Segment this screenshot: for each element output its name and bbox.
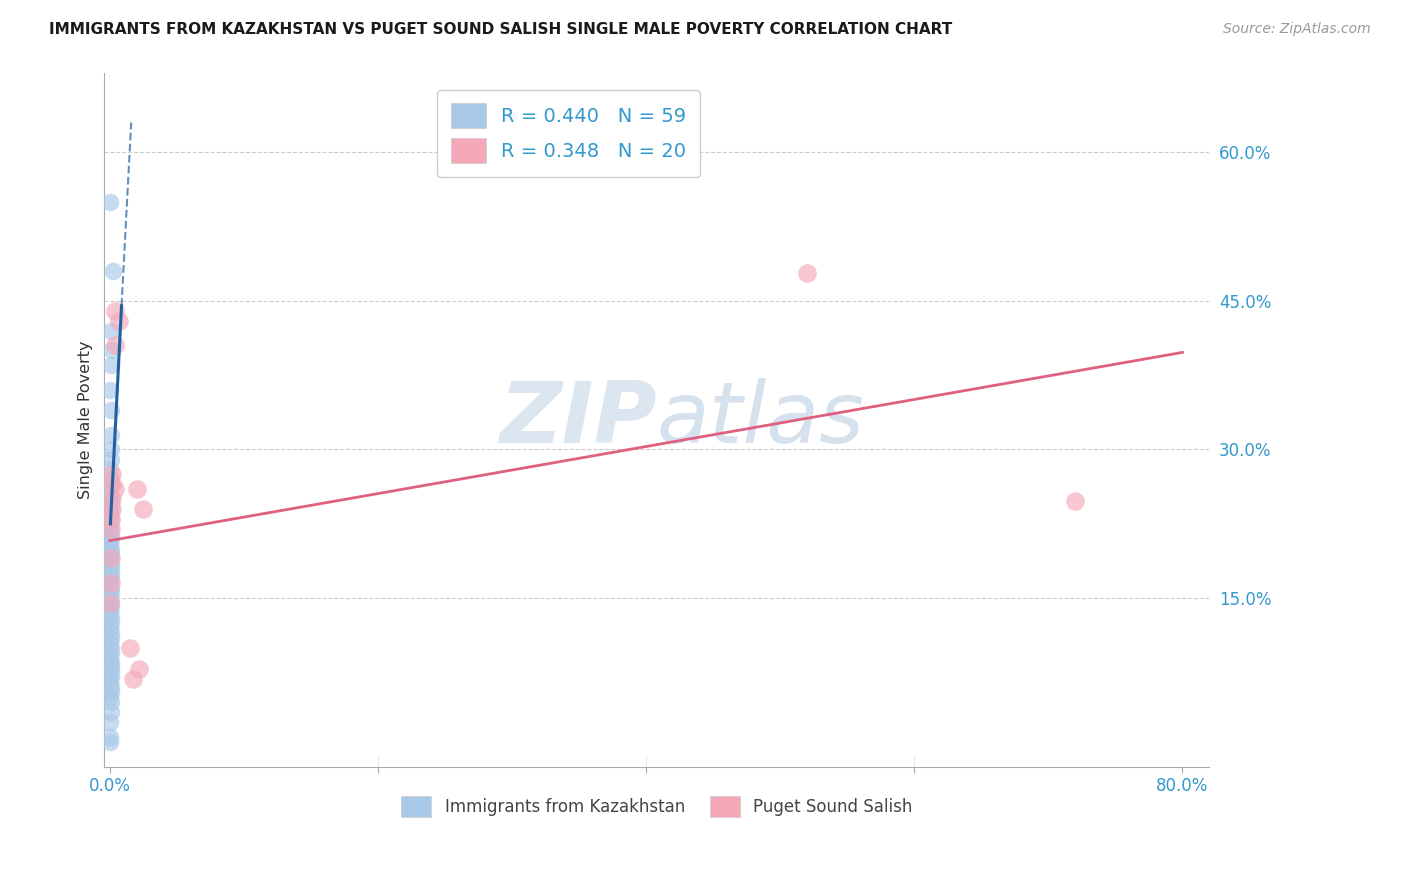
Point [100,636,122,650]
Text: ZIP: ZIP [499,378,657,461]
Point [100,576,122,591]
Point [100,611,122,625]
Point [100,502,122,516]
Point [100,526,122,541]
Point [100,571,122,585]
Point [100,491,122,506]
Point [100,581,122,595]
Point [100,665,122,680]
Point [100,551,122,566]
Point [100,532,122,546]
Point [100,566,122,581]
Point [100,625,122,640]
Point [100,324,122,338]
Point [121,673,143,687]
Point [100,705,122,719]
Point [100,601,122,615]
Point [100,522,122,536]
Legend: Immigrants from Kazakhstan, Puget Sound Salish: Immigrants from Kazakhstan, Puget Sound … [395,789,920,824]
Point [101,477,124,491]
Point [98,735,121,749]
Point [100,383,122,397]
Point [100,507,122,521]
Point [98,730,121,744]
Point [100,477,122,491]
Point [100,502,122,516]
Point [100,650,122,665]
Point [100,685,122,699]
Point [100,586,122,600]
Text: atlas: atlas [657,378,865,461]
Point [104,303,127,318]
Point [100,402,122,417]
Point [100,522,122,536]
Point [100,591,122,606]
Point [100,462,122,476]
Point [100,640,122,655]
Point [100,514,122,528]
Point [100,675,122,690]
Point [100,467,122,482]
Text: Source: ZipAtlas.com: Source: ZipAtlas.com [1223,22,1371,37]
Point [100,551,122,566]
Point [100,606,122,620]
Point [100,660,122,674]
Point [100,690,122,705]
Point [1064,494,1087,508]
Point [100,714,122,729]
Point [100,472,122,486]
Point [100,512,122,526]
Point [100,561,122,575]
Point [100,359,122,373]
Point [100,541,122,556]
Point [100,452,122,467]
Point [104,338,127,352]
Point [100,487,122,501]
Point [132,502,155,516]
Point [100,695,122,709]
Point [128,663,150,677]
Point [103,264,125,278]
Point [100,547,122,561]
Point [100,615,122,630]
Point [98,194,121,209]
Point [100,427,122,442]
Point [100,497,122,511]
Point [100,631,122,645]
Y-axis label: Single Male Poverty: Single Male Poverty [79,341,93,499]
Point [100,656,122,670]
Point [108,314,131,328]
Point [100,596,122,610]
Point [125,482,148,496]
Point [100,596,122,610]
Point [100,646,122,660]
Point [100,681,122,695]
Point [100,343,122,358]
Point [796,266,818,280]
Point [118,640,141,655]
Point [101,491,124,506]
Point [100,442,122,457]
Point [100,557,122,571]
Point [100,536,122,550]
Point [100,670,122,684]
Point [100,576,122,591]
Text: IMMIGRANTS FROM KAZAKHSTAN VS PUGET SOUND SALISH SINGLE MALE POVERTY CORRELATION: IMMIGRANTS FROM KAZAKHSTAN VS PUGET SOUN… [49,22,952,37]
Point [104,482,127,496]
Point [100,621,122,635]
